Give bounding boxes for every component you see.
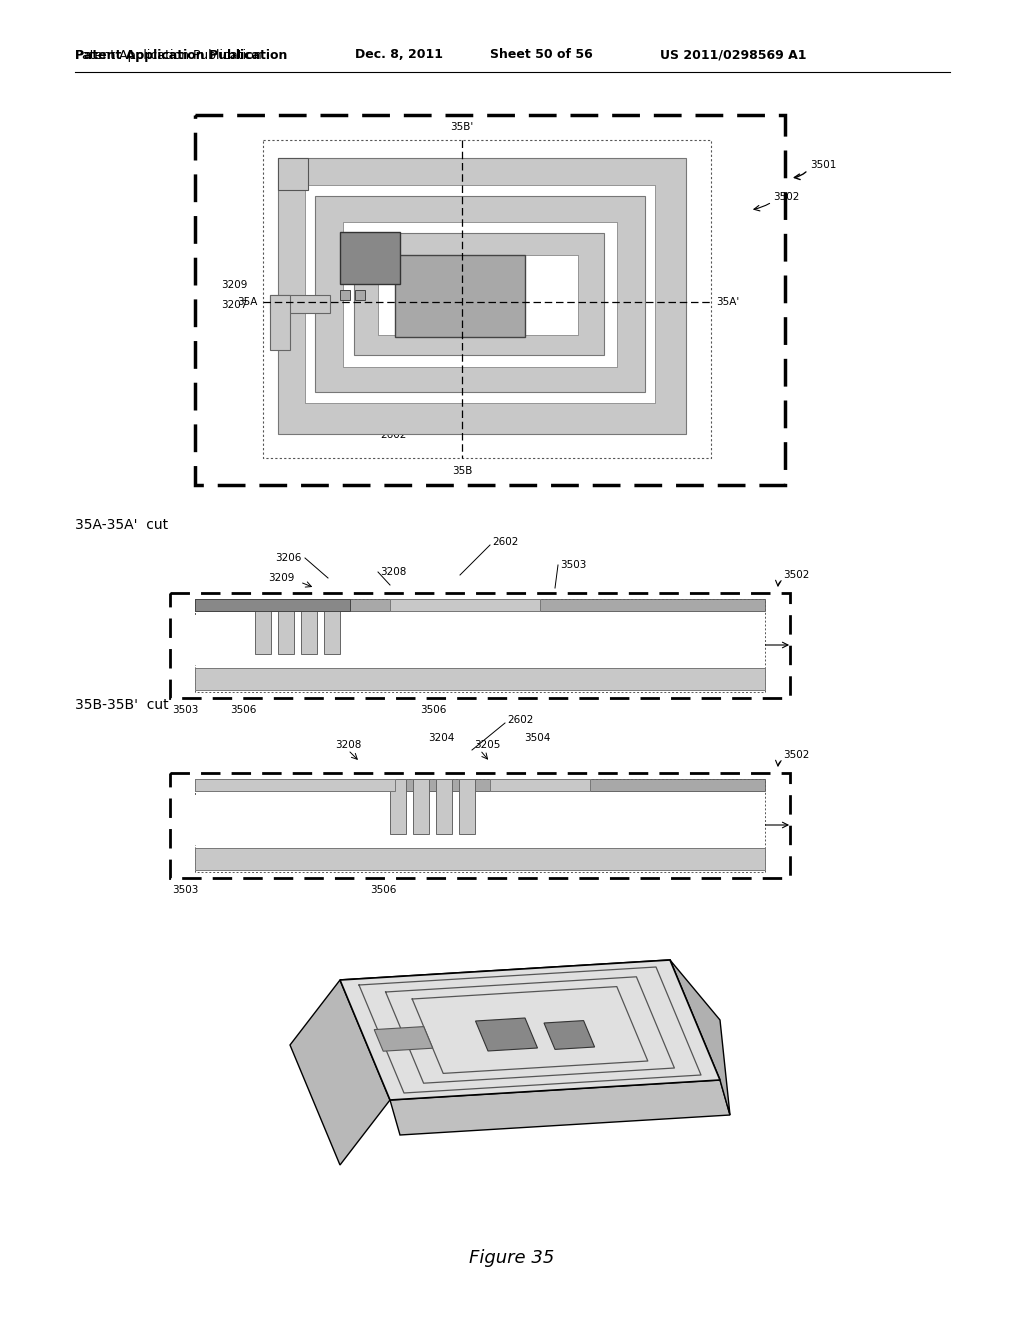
Text: 3208: 3208	[440, 172, 466, 182]
Text: 3507: 3507	[287, 195, 313, 205]
Bar	[324, 599, 340, 653]
Text: 3206: 3206	[275, 553, 302, 564]
Bar	[343, 222, 617, 367]
Bar	[413, 779, 429, 834]
Polygon shape	[544, 1020, 595, 1049]
Bar	[305, 185, 655, 403]
Bar	[270, 294, 330, 313]
Text: 3205: 3205	[430, 293, 455, 304]
Text: 2602: 2602	[380, 430, 407, 440]
Polygon shape	[290, 979, 390, 1166]
Bar	[378, 255, 578, 335]
Bar	[195, 779, 765, 873]
Text: 3501: 3501	[810, 160, 837, 170]
Text: 2602: 2602	[492, 537, 518, 546]
Bar	[195, 599, 765, 692]
Text: 35A: 35A	[238, 297, 258, 308]
Bar	[195, 847, 765, 870]
Bar	[354, 234, 604, 355]
Bar	[301, 599, 317, 653]
Bar	[255, 599, 271, 653]
Text: Dec. 8, 2011: Dec. 8, 2011	[355, 49, 443, 62]
Text: 3208: 3208	[335, 741, 361, 750]
Bar	[278, 599, 294, 653]
Text: 35A-35A'  cut: 35A-35A' cut	[75, 517, 168, 532]
Bar	[340, 232, 400, 284]
Bar	[490, 779, 590, 791]
Text: 35B: 35B	[452, 466, 472, 477]
Text: 3503: 3503	[172, 884, 199, 895]
Text: 3506: 3506	[230, 705, 256, 715]
Text: Patent Application Publication: Patent Application Publication	[75, 49, 288, 62]
Text: 3503: 3503	[560, 560, 587, 570]
Text: US 2011/0298569 A1: US 2011/0298569 A1	[660, 49, 807, 62]
Bar	[195, 599, 350, 611]
Polygon shape	[374, 1027, 433, 1051]
Bar	[195, 779, 395, 791]
Polygon shape	[390, 1080, 730, 1135]
Bar	[390, 779, 406, 834]
Text: 2602: 2602	[507, 715, 534, 725]
Text: 3505: 3505	[660, 640, 686, 649]
Bar	[263, 140, 711, 458]
Bar	[390, 599, 540, 611]
Bar	[278, 158, 308, 190]
Text: 3207: 3207	[221, 300, 248, 310]
Bar	[195, 615, 765, 665]
Bar	[195, 795, 765, 845]
Bar	[278, 158, 686, 434]
Bar	[195, 668, 765, 690]
Polygon shape	[340, 960, 720, 1100]
Bar	[355, 290, 365, 300]
Polygon shape	[670, 960, 730, 1115]
Text: 3209: 3209	[221, 280, 248, 290]
Text: 3502: 3502	[783, 570, 809, 579]
Bar	[395, 255, 525, 337]
Text: 3502: 3502	[773, 191, 800, 202]
Bar	[459, 779, 475, 834]
Polygon shape	[340, 960, 720, 1100]
Text: 3502: 3502	[783, 750, 809, 760]
Bar	[315, 195, 645, 392]
Text: 35A': 35A'	[716, 297, 739, 308]
Text: 3505: 3505	[660, 820, 686, 830]
Polygon shape	[475, 1018, 538, 1051]
Bar	[195, 115, 785, 484]
Bar	[436, 779, 452, 834]
Text: 3504: 3504	[398, 257, 423, 267]
Text: 3508: 3508	[540, 297, 566, 308]
Text: 3206: 3206	[347, 253, 372, 263]
Text: 3506: 3506	[420, 705, 446, 715]
Text: 3204: 3204	[428, 733, 455, 743]
Text: 35B': 35B'	[451, 121, 474, 132]
Text: Figure 35: Figure 35	[469, 1249, 555, 1267]
Text: 3205: 3205	[474, 741, 501, 750]
Bar	[170, 774, 790, 878]
Text: 35B-35B'  cut: 35B-35B' cut	[75, 698, 169, 711]
Bar	[195, 599, 765, 611]
Text: Patent Application Publication: Patent Application Publication	[75, 49, 261, 62]
Text: Sheet 50 of 56: Sheet 50 of 56	[490, 49, 593, 62]
Text: 3506: 3506	[370, 884, 396, 895]
Text: 3208: 3208	[380, 568, 407, 577]
Bar	[170, 593, 790, 698]
Text: 3504: 3504	[524, 733, 550, 743]
Text: 3209: 3209	[268, 573, 295, 583]
Bar	[340, 290, 350, 300]
Bar	[195, 779, 765, 791]
Bar	[270, 294, 290, 350]
Text: 3503: 3503	[172, 705, 199, 715]
